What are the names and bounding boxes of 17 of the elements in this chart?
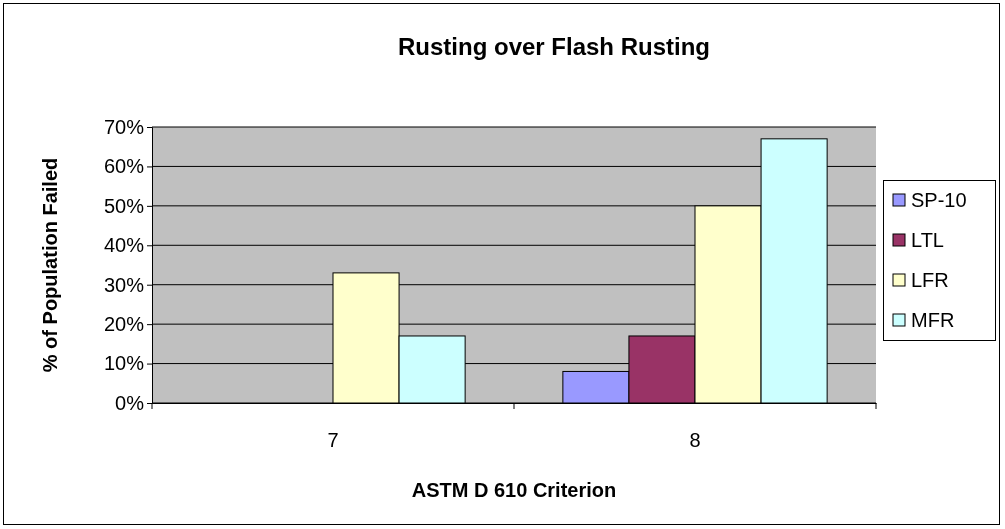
legend-label: MFR (911, 309, 955, 331)
y-tick-label: 20% (103, 313, 145, 336)
y-tick-label: 40% (103, 234, 145, 257)
y-tick-label: 30% (103, 273, 145, 296)
y-tick-label: 70% (103, 115, 145, 138)
x-tick-label: 7 (327, 429, 339, 452)
x-tick-label: 8 (689, 429, 701, 452)
chart-title: Rusting over Flash Rusting (397, 33, 711, 60)
y-tick-label: 10% (103, 352, 145, 375)
legend-label: LFR (911, 269, 949, 291)
y-tick-label: 60% (103, 155, 145, 178)
y-tick-label: 0% (115, 391, 145, 414)
legend-label: LTL (911, 229, 944, 251)
y-tick-label: 50% (103, 194, 145, 217)
y-axis-title: % of Population Failed (39, 157, 61, 373)
x-axis-title: ASTM D 610 Criterion (411, 479, 617, 501)
legend-label: SP-10 (911, 189, 967, 211)
